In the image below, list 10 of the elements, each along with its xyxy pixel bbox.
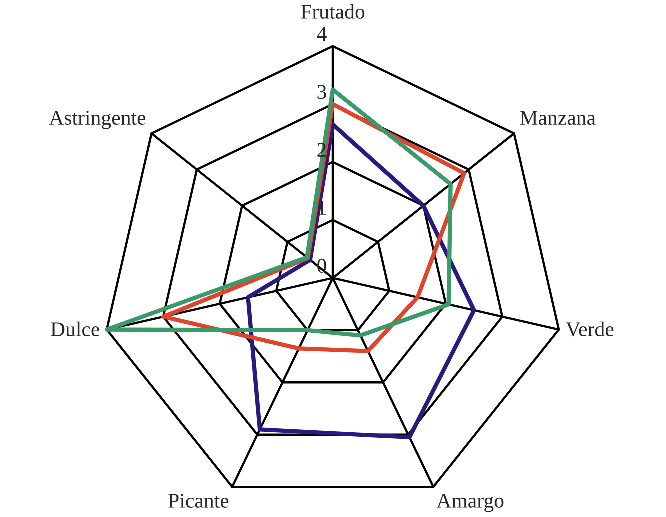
spoke-label: Astringente	[49, 111, 146, 130]
spoke-label: Picante	[168, 494, 229, 508]
spoke-label: Manzana	[520, 111, 596, 126]
y-tick-label: 3	[318, 85, 326, 100]
y-tick-label: 4	[317, 27, 327, 41]
spoke-label: Amargo	[436, 494, 504, 512]
spoke-label: Verde	[566, 322, 614, 337]
spoke-label: Dulce	[51, 322, 100, 337]
spoke-label: Frutado	[301, 4, 365, 19]
y-tick-label: 2	[318, 143, 326, 157]
